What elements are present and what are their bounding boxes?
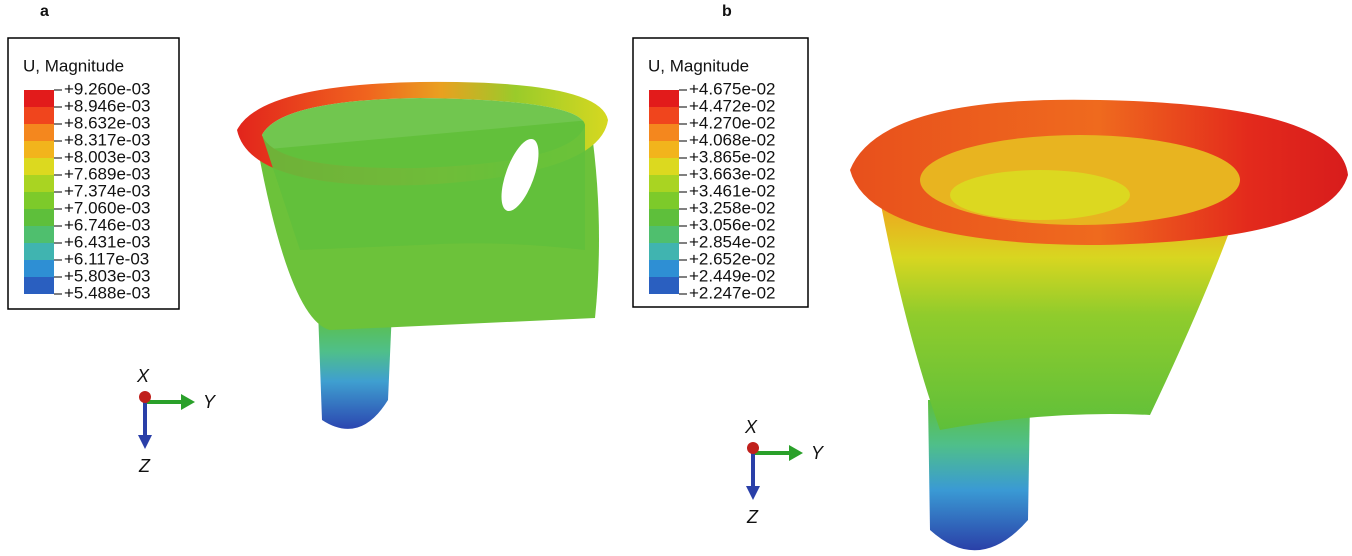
legend-swatch [649, 277, 679, 294]
legend-swatch [649, 90, 679, 107]
axis-z-label: Z [138, 456, 151, 476]
axis-z-head [138, 435, 152, 449]
legend-swatch [24, 158, 54, 175]
legend-swatch [649, 124, 679, 141]
panel-label: b [722, 3, 732, 20]
legend-swatch [649, 107, 679, 124]
legend-swatch [24, 226, 54, 243]
legend-swatch [649, 141, 679, 158]
model-b [850, 100, 1348, 551]
legend-swatch [24, 141, 54, 158]
legend-swatch [24, 175, 54, 192]
legend-swatch [24, 90, 54, 107]
axis-z-label: Z [746, 507, 759, 527]
axis-y-head [181, 394, 195, 410]
axis-x [747, 442, 759, 454]
legend-swatch [649, 243, 679, 260]
legend-swatch [649, 260, 679, 277]
axis-y-head [789, 445, 803, 461]
model-a [237, 82, 608, 429]
legend-swatch [649, 209, 679, 226]
panel-label: a [40, 3, 49, 20]
legend-swatch [24, 277, 54, 294]
axis-x [139, 391, 151, 403]
legend-swatch [24, 209, 54, 226]
legend-swatch [649, 226, 679, 243]
legend-swatch [649, 175, 679, 192]
legend-label: +5.488e-03 [64, 283, 151, 302]
legend-swatch [649, 192, 679, 209]
axis-y-label: Y [203, 392, 217, 412]
legend-swatch [24, 192, 54, 209]
legend-swatch [24, 107, 54, 124]
legend-title: U, Magnitude [23, 56, 124, 75]
axis-y-label: Y [811, 443, 825, 463]
legend-swatch [24, 243, 54, 260]
legend-label: +2.247e-02 [689, 283, 776, 302]
legend-swatch [24, 260, 54, 277]
axis-x-label: X [744, 417, 758, 437]
legend-title: U, Magnitude [648, 56, 749, 75]
figure: aU, Magnitude+9.260e-03+8.946e-03+8.632e… [0, 0, 1352, 556]
legend-swatch [24, 124, 54, 141]
axis-z-head [746, 486, 760, 500]
axis-x-label: X [136, 366, 150, 386]
legend-swatch [649, 158, 679, 175]
